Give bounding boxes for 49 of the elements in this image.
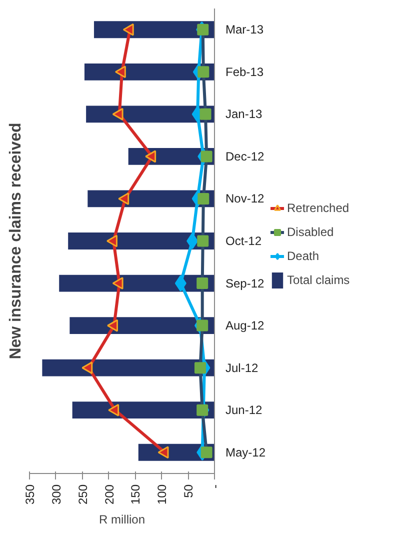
point — [200, 108, 212, 120]
point — [194, 362, 206, 374]
x-axis-title: R million — [98, 512, 146, 527]
point — [197, 235, 209, 247]
legend-label: Total claims — [287, 272, 350, 286]
point — [198, 192, 210, 204]
y-tick-label: Jun-12 — [226, 403, 263, 418]
point — [200, 150, 212, 162]
point — [186, 232, 198, 250]
y-tick-label: Sep-12 — [226, 276, 265, 290]
x-tick-label: 150 — [128, 484, 143, 505]
point — [118, 192, 130, 205]
x-tick-label: 250 — [76, 484, 90, 505]
point — [112, 108, 124, 120]
x-tick-label: 50 — [182, 484, 196, 498]
x-tick-label: 350 — [23, 484, 37, 505]
point — [114, 66, 126, 78]
point — [196, 404, 208, 416]
point — [196, 320, 208, 332]
point — [122, 23, 134, 36]
text: New insurance claims received — [8, 122, 24, 360]
y-tick-label: May-12 — [226, 445, 266, 460]
x-tick-label: 100 — [155, 484, 170, 505]
point — [198, 66, 210, 78]
point — [196, 278, 208, 290]
x-tick-label: - — [208, 484, 222, 488]
point — [174, 275, 186, 292]
point — [158, 446, 169, 459]
y-tick-label: Jul-12 — [226, 360, 259, 375]
y-tick-label: Oct-12 — [226, 234, 262, 248]
y-tick-label: Dec-12 — [226, 149, 265, 164]
point — [145, 150, 156, 163]
point — [108, 404, 120, 416]
legend-label: Disabled — [287, 224, 334, 238]
y-tick-label: Mar-13 — [226, 22, 264, 37]
point — [197, 24, 209, 36]
point — [112, 277, 124, 290]
point — [106, 319, 118, 332]
x-tick-label: 200 — [102, 484, 116, 505]
x-tick-label: 300 — [49, 484, 64, 505]
legend-label: Death — [287, 248, 320, 262]
y-tick-label: Feb-13 — [226, 64, 264, 79]
y-tick-label: Nov-12 — [226, 192, 265, 206]
point — [82, 362, 93, 374]
y-tick-label: Jan-13 — [226, 107, 263, 122]
point — [106, 234, 118, 248]
y-tick-label: Aug-12 — [226, 318, 265, 333]
point — [200, 446, 212, 458]
legend-label: Retrenched — [287, 200, 350, 214]
